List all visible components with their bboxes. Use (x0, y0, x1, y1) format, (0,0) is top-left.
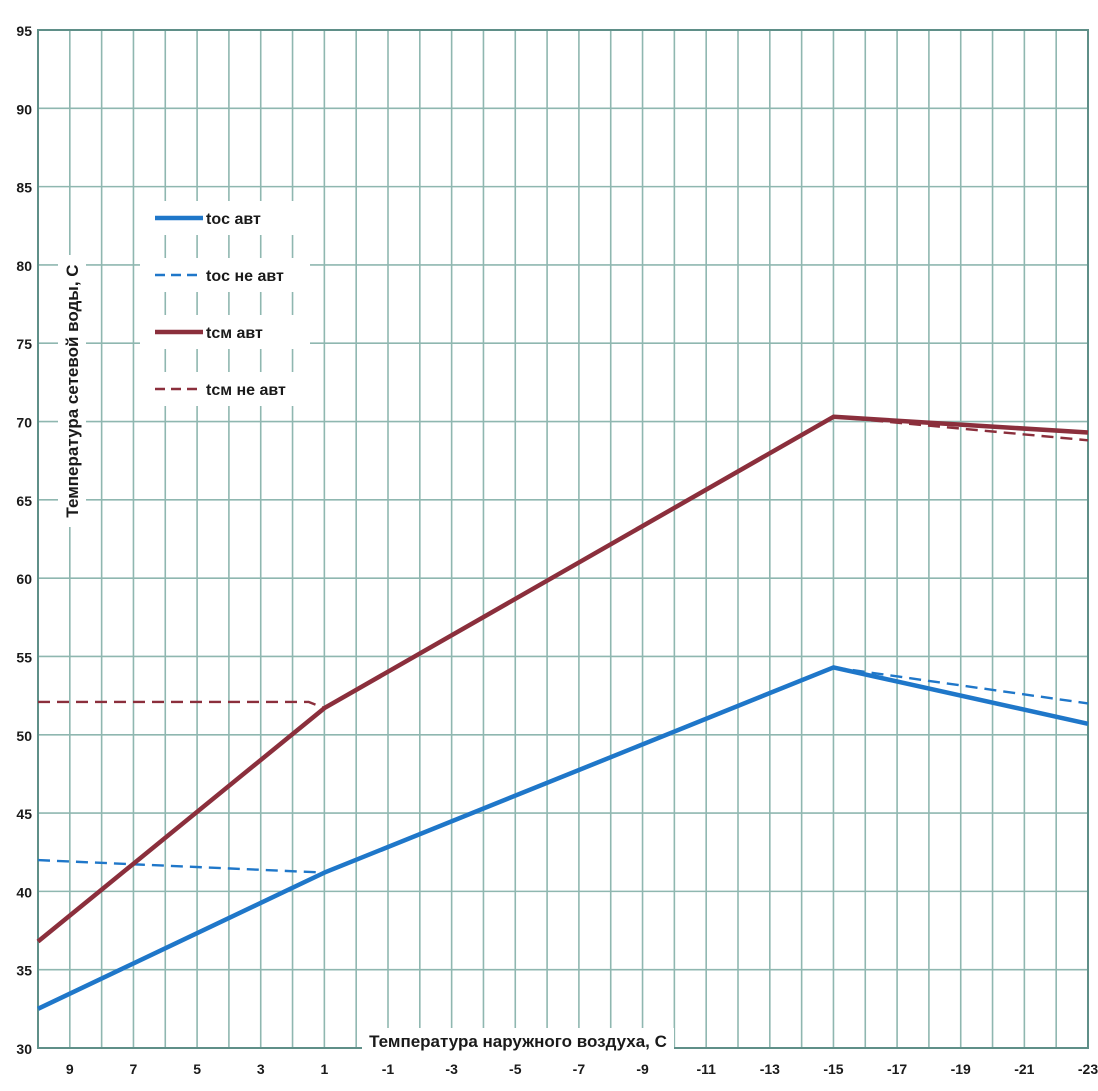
legend-label: tcм авт (206, 325, 263, 342)
x-tick-label: -15 (823, 1061, 843, 1077)
y-tick-label: 90 (16, 101, 32, 117)
y-tick-label: 40 (16, 884, 32, 900)
x-tick-label: -13 (760, 1061, 780, 1077)
y-tick-label: 35 (16, 963, 32, 979)
series-line-2 (37, 666, 1089, 874)
x-tick-label: -23 (1078, 1061, 1098, 1077)
legend-entry-background (140, 258, 310, 292)
x-axis-title-background (362, 1028, 674, 1054)
y-tick-label: 65 (16, 493, 32, 509)
x-tick-label: -5 (509, 1061, 522, 1077)
y-tick-label: 45 (16, 806, 32, 822)
x-tick-label: 7 (130, 1061, 138, 1077)
legend-entry-background (140, 372, 310, 406)
x-tick-label: 1 (320, 1061, 328, 1077)
y-axis-title-background (58, 255, 86, 527)
y-tick-label: 55 (16, 649, 32, 665)
axis-labels: Температура наружного воздуха, С Темпера… (58, 255, 674, 1054)
y-tick-label: 60 (16, 571, 32, 587)
x-tick-label: 3 (257, 1061, 265, 1077)
y-tick-label: 80 (16, 258, 32, 274)
y-tick-label: 75 (16, 336, 32, 352)
x-tick-label: -17 (887, 1061, 907, 1077)
y-tick-label: 50 (16, 728, 32, 744)
y-tick-label: 85 (16, 180, 32, 196)
legend-label: toc авт (206, 211, 261, 228)
x-tick-label: 5 (193, 1061, 201, 1077)
series-lines (36, 414, 1089, 1011)
legend-label: tcм не авт (206, 382, 286, 399)
x-tick-label: -19 (951, 1061, 971, 1077)
x-tick-label: -3 (445, 1061, 458, 1077)
x-tick-label: 9 (66, 1061, 74, 1077)
x-tick-label: -9 (636, 1061, 649, 1077)
x-tick-label: -21 (1014, 1061, 1034, 1077)
x-tick-label: -7 (573, 1061, 586, 1077)
x-tick-label: -1 (382, 1061, 395, 1077)
y-tick-label: 30 (16, 1041, 32, 1057)
y-tick-label: 70 (16, 415, 32, 431)
legend: toc авт toc не авт tcм авт tcм не авт (140, 201, 310, 406)
x-axis-title: Температура наружного воздуха, С (369, 1032, 667, 1051)
x-tick-label: -11 (696, 1061, 716, 1077)
series-line-4 (38, 415, 1089, 710)
y-tick-label: 95 (16, 23, 32, 39)
y-axis-title: Температура сетевой воды, С (63, 264, 82, 517)
legend-label: toc не авт (206, 268, 284, 285)
